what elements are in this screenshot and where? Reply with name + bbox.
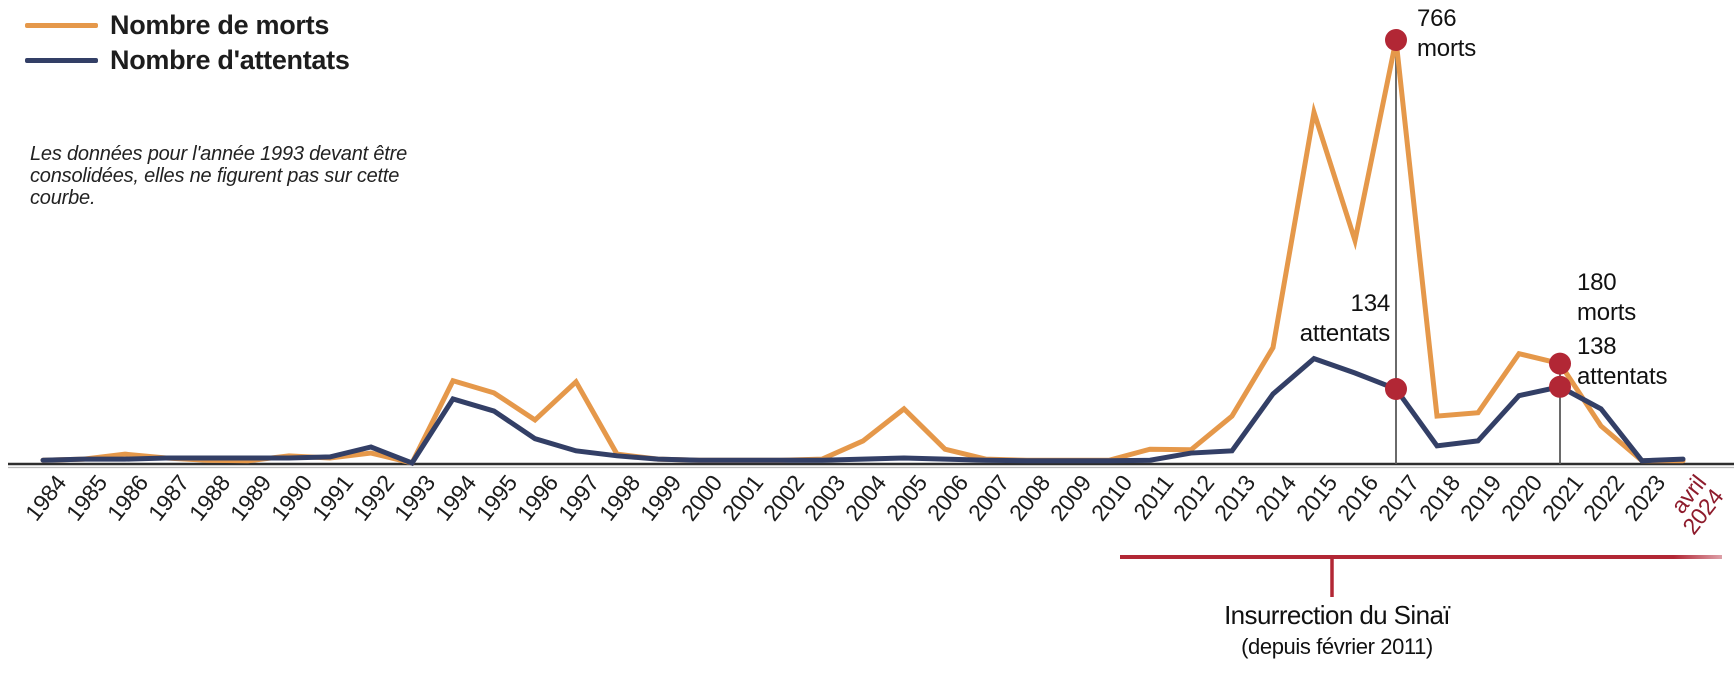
legend-item-morts: Nombre de morts <box>25 8 350 43</box>
annotation-text-attentats-2017: 134 attentats <box>1299 290 1390 348</box>
bracket-caption: Insurrection du Sinaï (depuis février 20… <box>1224 600 1450 660</box>
legend: Nombre de morts Nombre d'attentats <box>25 8 350 78</box>
annotation-dot-attentats-2021 <box>1549 375 1571 398</box>
morts-line <box>40 39 1686 466</box>
bracket-title: Insurrection du Sinaï <box>1224 600 1450 630</box>
bracket-subtitle: (depuis février 2011) <box>1241 634 1433 659</box>
attentats-line-swatch <box>25 58 98 63</box>
annotation-text-attentats-2021: 138 attentats <box>1577 333 1668 391</box>
annotation-text-morts-2017: 766 morts <box>1417 5 1477 63</box>
annotation-dot-attentats-2017 <box>1385 378 1407 401</box>
legend-label-attentats: Nombre d'attentats <box>110 45 350 75</box>
legend-label-morts: Nombre de morts <box>110 10 330 40</box>
morts-line-swatch <box>25 23 98 28</box>
annotation-dot-morts-2017 <box>1385 29 1407 51</box>
legend-item-attentats: Nombre d'attentats <box>25 43 350 78</box>
footnote-1993: Les données pour l'année 1993 devant êtr… <box>30 143 408 209</box>
attentats-line <box>40 355 1686 467</box>
annotation-text-morts-2021: 180 morts <box>1577 269 1637 327</box>
annotation-dot-morts-2021 <box>1549 352 1571 375</box>
